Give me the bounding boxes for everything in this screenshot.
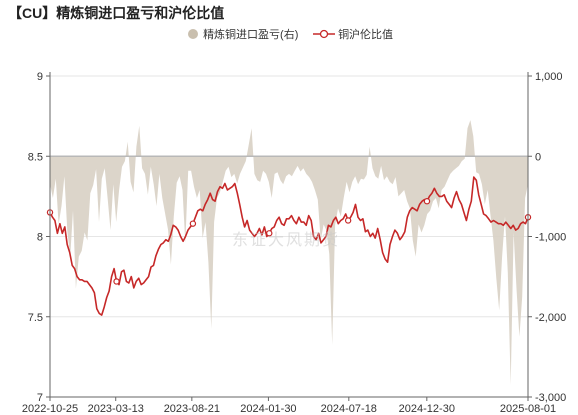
legend-label-area: 精炼铜进口盈亏(右) (203, 29, 299, 41)
line-series-marker (344, 217, 352, 224)
x-tick-label: 2024-07-18 (321, 403, 377, 415)
x-tick-label: 2022-10-25 (22, 403, 78, 415)
x-tick-label: 2023-08-21 (164, 403, 220, 415)
x-tick-label: 2024-12-30 (399, 403, 455, 415)
left-tick-label: 7 (37, 392, 43, 404)
left-tick-label: 9 (37, 71, 43, 83)
right-tick-label: 0 (535, 151, 541, 163)
area-series-group (50, 120, 528, 385)
legend: 精炼铜进口盈亏(右) 铜沪伦比值 (0, 26, 578, 42)
left-tick-label: 7.5 (28, 312, 43, 324)
right-tick-label: -2,000 (535, 312, 566, 324)
left-tick-label: 8 (37, 232, 43, 244)
line-series-marker (423, 197, 431, 205)
legend-area-swatch-icon (188, 29, 198, 39)
x-tick-label: 2025-08-01 (500, 403, 556, 415)
x-tick-label: 2024-01-30 (240, 403, 296, 415)
right-tick-label: -3,000 (535, 392, 566, 404)
legend-line-swatch-icon (313, 29, 335, 39)
chart-title: 【CU】精炼铜进口盈亏和沪伦比值 (8, 5, 225, 21)
legend-item-area[interactable]: 精炼铜进口盈亏(右) (186, 26, 298, 42)
legend-label-line: 铜沪伦比值 (338, 29, 394, 41)
line-series-marker (266, 230, 273, 237)
area-series-fill (50, 120, 528, 385)
right-tick-label: -1,000 (535, 232, 566, 244)
left-tick-label: 8.5 (28, 151, 43, 163)
x-tick-label: 2023-03-13 (88, 403, 144, 415)
line-series-marker (113, 278, 120, 285)
axes: 7 7.5 8 8.5 9 -3,000 -2,000 -1,000 0 1,000 2022-10… (22, 71, 566, 415)
line-series-marker (189, 220, 197, 227)
right-tick-label: 1,000 (535, 71, 563, 83)
watermark: 东证大风期货 (232, 232, 341, 249)
legend-item-line[interactable]: 铜沪伦比值 (313, 26, 393, 42)
line-series-path (49, 176, 529, 316)
line-series-group (46, 176, 532, 316)
